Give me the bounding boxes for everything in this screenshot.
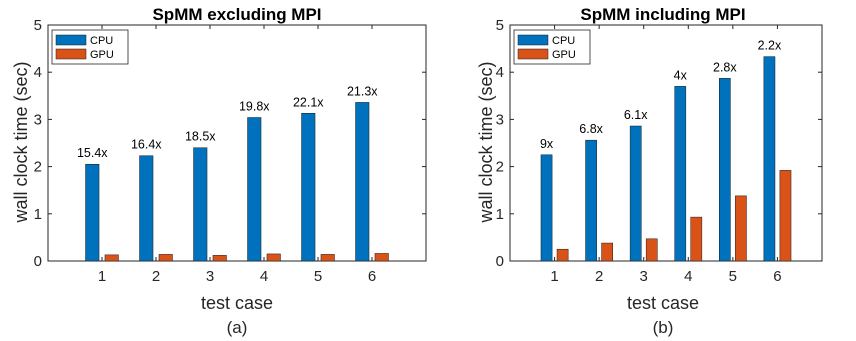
y-tick-label: 3 xyxy=(34,111,42,128)
bar-gpu xyxy=(374,253,389,262)
bar-gpu xyxy=(556,248,569,262)
y-tick-label: 4 xyxy=(34,64,42,81)
x-tick-label: 3 xyxy=(206,268,214,285)
speedup-label: 21.3x xyxy=(347,84,378,98)
bar-cpu xyxy=(193,147,208,262)
x-tick-label: 6 xyxy=(773,268,781,285)
x-tick-label: 1 xyxy=(98,268,106,285)
bar-cpu xyxy=(540,154,553,262)
panel-a: SpMM excluding MPI test case (a) wall cl… xyxy=(11,5,427,337)
legend-swatch xyxy=(517,48,549,60)
speedup-label: 22.1x xyxy=(293,95,324,109)
x-axis-label: test case xyxy=(627,293,699,313)
x-tick-label: 1 xyxy=(550,268,558,285)
legend-label: CPU xyxy=(90,35,113,47)
bar-cpu xyxy=(355,102,370,262)
bar-gpu xyxy=(601,242,613,262)
legend-label: GPU xyxy=(552,49,576,61)
y-tick-label: 2 xyxy=(34,159,42,176)
x-axis-label: test case xyxy=(201,293,273,313)
bar-cpu xyxy=(629,125,642,262)
bar-cpu xyxy=(139,155,154,262)
bar-gpu xyxy=(158,254,173,262)
legend-swatch xyxy=(55,34,87,46)
bar-cpu xyxy=(585,139,597,262)
y-tick-label: 1 xyxy=(496,206,504,223)
y-axis-label: wall clock time (sec) xyxy=(476,61,496,223)
y-tick-label: 1 xyxy=(34,206,42,223)
panel-b: SpMM including MPI test case (b) wall cl… xyxy=(476,5,823,337)
legend-label: GPU xyxy=(90,49,114,61)
bar-gpu xyxy=(266,253,281,262)
x-tick-label: 2 xyxy=(152,268,160,285)
chart-title: SpMM including MPI xyxy=(580,5,745,24)
y-tick-label: 0 xyxy=(496,253,504,270)
x-tick-label: 4 xyxy=(684,268,692,285)
y-tick-label: 3 xyxy=(496,111,504,128)
speedup-label: 18.5x xyxy=(185,130,216,144)
legend-swatch xyxy=(55,48,87,60)
y-axis-label: wall clock time (sec) xyxy=(11,61,31,223)
subfigure-caption: (a) xyxy=(227,318,248,337)
bar-gpu xyxy=(779,170,792,262)
y-tick-label: 0 xyxy=(34,253,42,270)
chart-title: SpMM excluding MPI xyxy=(152,5,321,24)
bar-cpu xyxy=(247,117,262,262)
x-tick-label: 5 xyxy=(314,268,322,285)
legend-label: CPU xyxy=(552,35,575,47)
y-tick-label: 5 xyxy=(34,17,42,34)
speedup-label: 6.1x xyxy=(624,108,648,122)
bar-cpu xyxy=(674,86,687,262)
axes-box xyxy=(47,24,427,262)
bar-cpu xyxy=(301,113,316,262)
subfigure-caption: (b) xyxy=(653,318,674,337)
x-tick-label: 2 xyxy=(595,268,603,285)
bar-gpu xyxy=(212,255,227,262)
speedup-label: 4x xyxy=(674,68,688,82)
axes-box xyxy=(509,24,823,262)
x-tick-label: 5 xyxy=(729,268,737,285)
speedup-label: 16.4x xyxy=(131,138,162,152)
x-tick-label: 4 xyxy=(260,268,268,285)
speedup-label: 15.4x xyxy=(77,146,108,160)
y-tick-label: 4 xyxy=(496,64,504,81)
speedup-label: 6.8x xyxy=(579,122,603,136)
legend-swatch xyxy=(517,34,549,46)
speedup-label: 2.2x xyxy=(758,39,782,53)
speedup-label: 2.8x xyxy=(713,60,737,74)
x-tick-label: 6 xyxy=(368,268,376,285)
bar-cpu xyxy=(85,163,100,262)
x-tick-label: 3 xyxy=(640,268,648,285)
y-tick-label: 2 xyxy=(496,159,504,176)
bar-cpu xyxy=(719,78,731,262)
bar-gpu xyxy=(645,238,658,262)
bar-gpu xyxy=(320,254,335,262)
speedup-label: 19.8x xyxy=(239,100,270,114)
bar-cpu xyxy=(763,56,776,262)
bar-gpu xyxy=(735,195,747,262)
speedup-label: 9x xyxy=(540,137,554,151)
y-tick-label: 5 xyxy=(496,17,504,34)
bar-gpu xyxy=(690,216,703,262)
bar-gpu xyxy=(104,254,119,262)
